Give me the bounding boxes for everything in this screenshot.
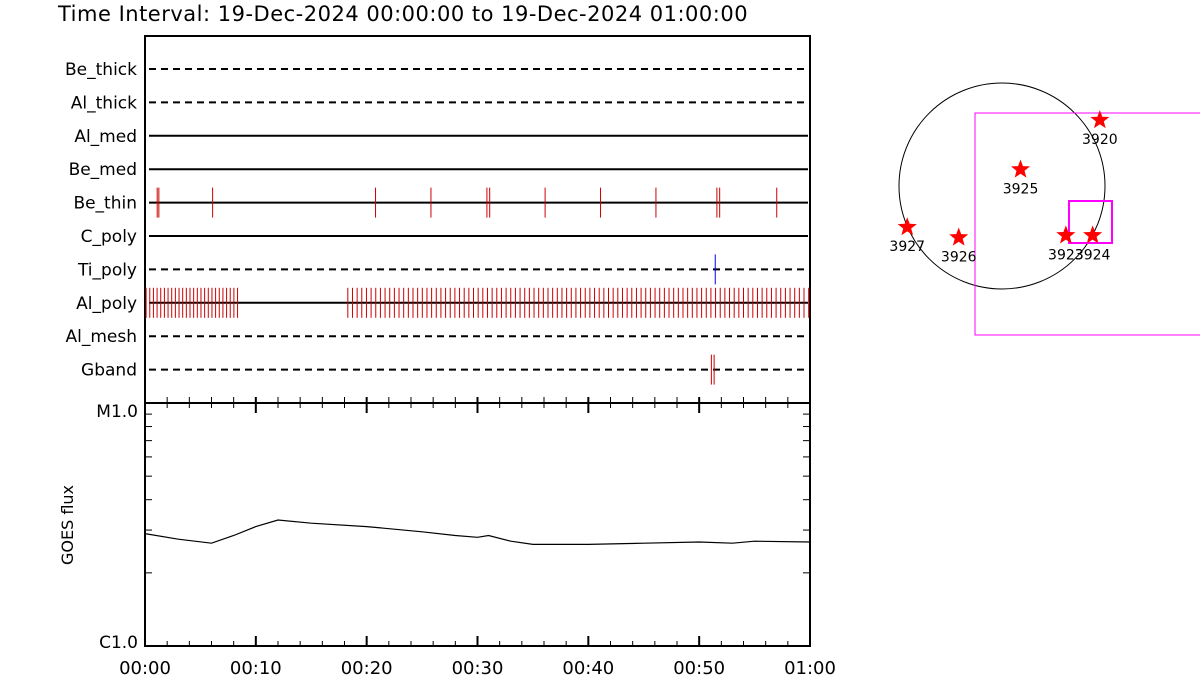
active-region-star xyxy=(1090,110,1110,129)
active-region-label: 3923 xyxy=(1048,247,1084,263)
active-region-star xyxy=(1011,159,1031,178)
time-interval-title: Time Interval: 19-Dec-2024 00:00:00 to 1… xyxy=(58,2,749,26)
field-of-view-box xyxy=(974,112,1200,336)
row-label: Al_poly xyxy=(76,294,137,314)
x-tick-label: 01:00 xyxy=(784,658,836,679)
active-region-label: 3920 xyxy=(1082,132,1118,148)
active-region-label: 3925 xyxy=(1003,182,1039,198)
x-tick-label: 00:20 xyxy=(341,658,393,679)
active-region-label: 3927 xyxy=(889,239,925,255)
row-label: Al_med xyxy=(74,127,137,147)
active-region-star xyxy=(1056,225,1076,244)
x-tick-label: 00:40 xyxy=(562,658,614,679)
goes-frame xyxy=(144,402,811,647)
row-label: Be_thin xyxy=(73,194,137,214)
solar-limb xyxy=(898,82,1106,290)
y-axis-label: GOES flux xyxy=(58,485,77,565)
x-tick-label: 00:30 xyxy=(452,658,504,679)
row-label: Al_mesh xyxy=(65,327,137,347)
y-tick-label: C1.0 xyxy=(99,633,138,653)
active-region-label: 3926 xyxy=(941,250,977,266)
x-tick-label: 00:00 xyxy=(119,658,171,679)
row-label: Gband xyxy=(81,361,137,381)
x-tick-label: 00:50 xyxy=(673,658,725,679)
y-tick-label: M1.0 xyxy=(96,402,138,422)
goes-flux-panel: 00:00 00:10 00:20 00:30 00:40 00:50 01:00 M1.0 C… xyxy=(58,397,836,679)
active-region-star xyxy=(949,227,969,246)
active-region-star xyxy=(1083,225,1103,244)
active-region-label: 3924 xyxy=(1075,247,1111,263)
pointing-box xyxy=(1068,200,1113,244)
filter-timeline-panel: Be_thick Al_thick Al_med Be_med Be_thin C_pol… xyxy=(65,35,811,404)
row-label: Be_med xyxy=(69,160,137,180)
row-label: Ti_poly xyxy=(77,260,137,280)
row-label: C_poly xyxy=(81,227,137,247)
row-label: Al_thick xyxy=(71,93,137,113)
goes-flux-line xyxy=(144,519,811,545)
timeline-frame xyxy=(144,35,811,404)
row-label: Be_thick xyxy=(65,60,137,80)
x-tick-label: 00:10 xyxy=(230,658,282,679)
active-region-star xyxy=(897,217,917,236)
